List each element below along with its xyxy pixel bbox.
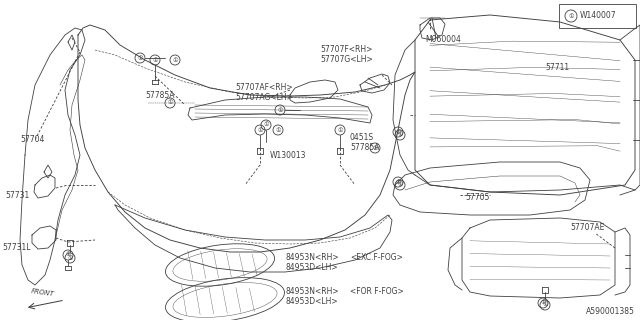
Text: 57705: 57705 — [465, 194, 490, 203]
Text: W130013: W130013 — [270, 150, 307, 159]
Text: ①: ① — [568, 13, 574, 19]
Text: ①: ① — [67, 255, 73, 260]
Text: ①: ① — [277, 108, 283, 113]
Text: 84953D<LH>: 84953D<LH> — [285, 263, 338, 273]
Text: 57785A: 57785A — [145, 91, 175, 100]
Text: ①: ① — [65, 252, 71, 258]
Text: ①: ① — [540, 300, 546, 306]
Text: 57707AF<RH>: 57707AF<RH> — [235, 84, 292, 92]
Text: A590001385: A590001385 — [586, 307, 635, 316]
Text: M060004: M060004 — [425, 36, 461, 44]
Text: ①: ① — [152, 58, 158, 62]
Text: ①: ① — [263, 123, 269, 127]
Text: ①: ① — [395, 180, 401, 185]
Text: ①: ① — [397, 182, 403, 188]
Text: 57731L: 57731L — [2, 244, 31, 252]
Text: ①: ① — [372, 146, 378, 150]
Text: 57707AG<LH>: 57707AG<LH> — [235, 93, 293, 102]
Text: <EXC.F-FOG>: <EXC.F-FOG> — [350, 253, 403, 262]
Text: ①: ① — [395, 130, 401, 134]
Text: ①: ① — [542, 302, 548, 308]
Text: 84953N<RH>: 84953N<RH> — [285, 287, 339, 297]
Text: ①: ① — [397, 132, 403, 138]
Text: 57707AE: 57707AE — [570, 223, 604, 233]
Text: 57731: 57731 — [5, 190, 29, 199]
Text: ①: ① — [275, 127, 281, 132]
Text: ①: ① — [257, 127, 263, 132]
Text: 57704: 57704 — [20, 135, 44, 145]
Text: 84953D<LH>: 84953D<LH> — [285, 298, 338, 307]
Text: W140007: W140007 — [580, 12, 616, 20]
Text: 57785A: 57785A — [350, 143, 380, 153]
Text: ①: ① — [167, 100, 173, 106]
Text: ①: ① — [172, 58, 178, 62]
Text: ①: ① — [337, 127, 343, 132]
Text: 0451S: 0451S — [350, 133, 374, 142]
FancyBboxPatch shape — [559, 4, 636, 28]
Text: 57707F<RH>: 57707F<RH> — [320, 45, 372, 54]
Text: 57711: 57711 — [545, 63, 569, 73]
Text: <FOR F-FOG>: <FOR F-FOG> — [350, 287, 404, 297]
Text: FRONT: FRONT — [31, 288, 55, 297]
Text: ①: ① — [137, 55, 143, 60]
Text: 84953N<RH>: 84953N<RH> — [285, 253, 339, 262]
Text: 57707G<LH>: 57707G<LH> — [320, 55, 372, 65]
